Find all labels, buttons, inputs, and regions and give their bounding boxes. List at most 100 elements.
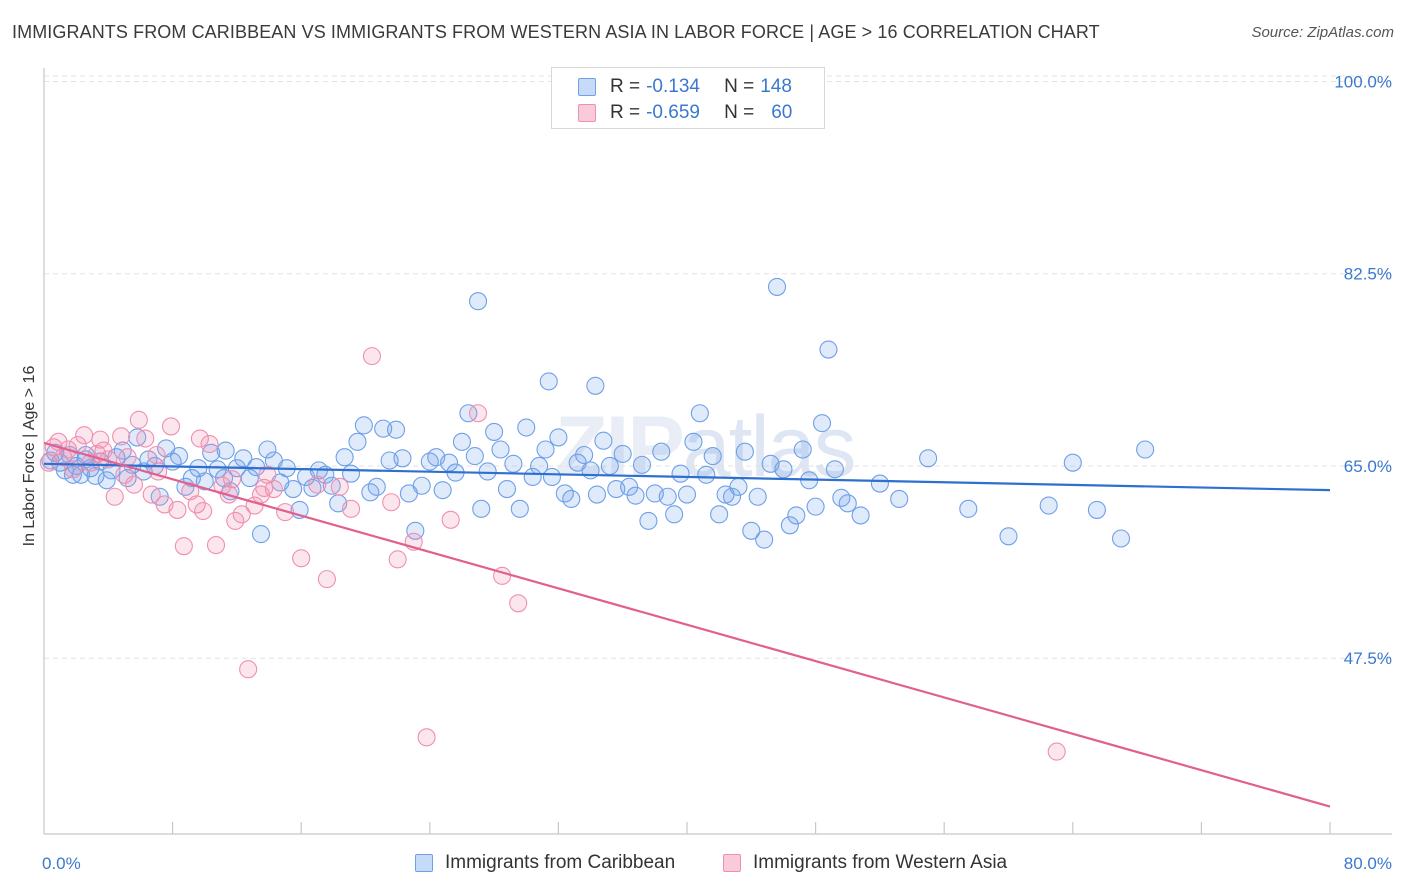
caribbean-point: [999, 527, 1018, 546]
western-asia-point: [124, 475, 144, 494]
caribbean-point: [613, 444, 632, 463]
western-asia-point: [362, 347, 381, 366]
caribbean-point: [284, 480, 303, 499]
caribbean-point: [258, 440, 277, 459]
correlation-legend: R = -0.134 N = 148 R = -0.659 N = 60: [551, 67, 825, 129]
y-tick-label: 82.5%: [1344, 265, 1392, 284]
caribbean-point: [303, 478, 322, 498]
caribbean-point: [549, 428, 568, 447]
western-asia-point: [91, 430, 110, 449]
caribbean-point: [586, 376, 605, 395]
x-tick-labels: 0.0% 80.0%: [42, 854, 1392, 873]
caribbean-point: [684, 432, 703, 451]
caribbean-point: [729, 477, 748, 496]
caribbean-point: [600, 456, 619, 476]
caribbean-point: [1087, 500, 1106, 519]
y-tick-labels: 47.5% 65.0% 82.5% 100.0%: [1334, 72, 1392, 668]
legend-n-label: N =: [724, 102, 755, 123]
legend-swatch-western-asia: [578, 104, 596, 122]
caribbean-point: [63, 465, 82, 484]
caribbean-point: [478, 462, 497, 481]
caribbean-point: [386, 420, 406, 439]
y-tick-label: 65.0%: [1344, 457, 1392, 476]
caribbean-point: [870, 474, 889, 493]
caribbean-point: [812, 414, 832, 433]
caribbean-point: [639, 511, 658, 530]
caribbean-point: [959, 499, 978, 518]
caribbean-point: [335, 448, 354, 467]
grid-lines: [44, 75, 1392, 659]
legend-label-caribbean: Immigrants from Caribbean: [445, 852, 676, 873]
western-asia-point: [1047, 742, 1066, 761]
western-asia-point: [75, 426, 94, 445]
caribbean-trend-line: [43, 462, 1331, 492]
caribbean-point: [195, 472, 214, 491]
caribbean-point: [890, 489, 909, 508]
western-asia-point: [388, 550, 407, 569]
legend-r-value: -0.659: [646, 102, 700, 123]
legend-n-value: 60: [771, 102, 793, 123]
caribbean-point: [412, 476, 431, 495]
caribbean-point: [671, 464, 690, 483]
legend-item-western-asia[interactable]: Immigrants from Western Asia: [723, 852, 1007, 874]
trend-lines: [43, 441, 1331, 808]
caribbean-point: [465, 447, 484, 466]
western-asia-point: [147, 445, 166, 465]
western-asia-point: [509, 594, 528, 613]
caribbean-point: [240, 469, 259, 488]
caribbean-point: [367, 477, 386, 496]
caribbean-point: [742, 521, 761, 540]
series-legend: Immigrants from Caribbean Immigrants fro…: [0, 852, 1406, 878]
legend-r-label: R =: [610, 102, 641, 123]
caribbean-point: [851, 506, 870, 525]
y-tick-label: 47.5%: [1344, 649, 1392, 668]
western-asia-trend-line: [43, 441, 1331, 808]
caribbean-point: [536, 440, 555, 459]
western-asia-points: [39, 347, 1066, 761]
caribbean-point: [97, 471, 116, 490]
caribbean-point: [374, 419, 393, 438]
western-asia-point: [264, 480, 283, 499]
caribbean-point: [169, 447, 189, 466]
caribbean-point: [748, 487, 767, 506]
legend-row-western-asia: R = -0.659 N = 60: [578, 101, 792, 125]
axes: [43, 68, 1392, 835]
western-asia-point: [232, 505, 251, 524]
western-asia-point: [417, 728, 436, 747]
caribbean-point: [348, 432, 367, 451]
caribbean-point: [774, 460, 793, 479]
western-asia-point: [187, 495, 206, 514]
legend-row-caribbean: R = -0.134 N = 148: [578, 75, 792, 99]
western-asia-point: [181, 482, 200, 501]
western-asia-point: [308, 475, 327, 494]
caribbean-point: [787, 506, 806, 525]
caribbean-point: [767, 277, 787, 296]
legend-swatch-caribbean: [578, 78, 596, 96]
caribbean-point: [491, 440, 510, 459]
legend-r-label: R =: [610, 76, 641, 97]
caribbean-point: [722, 487, 742, 506]
caribbean-point: [594, 431, 613, 450]
caribbean-point: [652, 442, 671, 461]
caribbean-point: [216, 441, 235, 460]
western-asia-point: [200, 434, 219, 454]
western-asia-point: [118, 448, 137, 467]
western-asia-point: [341, 499, 361, 518]
caribbean-point: [755, 530, 774, 549]
caribbean-point: [793, 440, 812, 459]
western-asia-point: [142, 485, 161, 504]
caribbean-point: [1039, 496, 1058, 515]
western-asia-point: [194, 501, 213, 521]
caribbean-point: [825, 460, 844, 479]
caribbean-point: [510, 499, 529, 518]
western-asia-point: [68, 436, 87, 455]
caribbean-point: [472, 499, 491, 518]
caribbean-point: [581, 461, 600, 480]
caribbean-point: [485, 422, 504, 441]
legend-item-caribbean[interactable]: Immigrants from Caribbean: [415, 852, 675, 874]
caribbean-point: [703, 447, 722, 466]
western-asia-point: [136, 429, 155, 448]
caribbean-point: [780, 516, 799, 535]
legend-label-western-asia: Immigrants from Western Asia: [753, 852, 1008, 873]
western-asia-point: [382, 493, 401, 512]
